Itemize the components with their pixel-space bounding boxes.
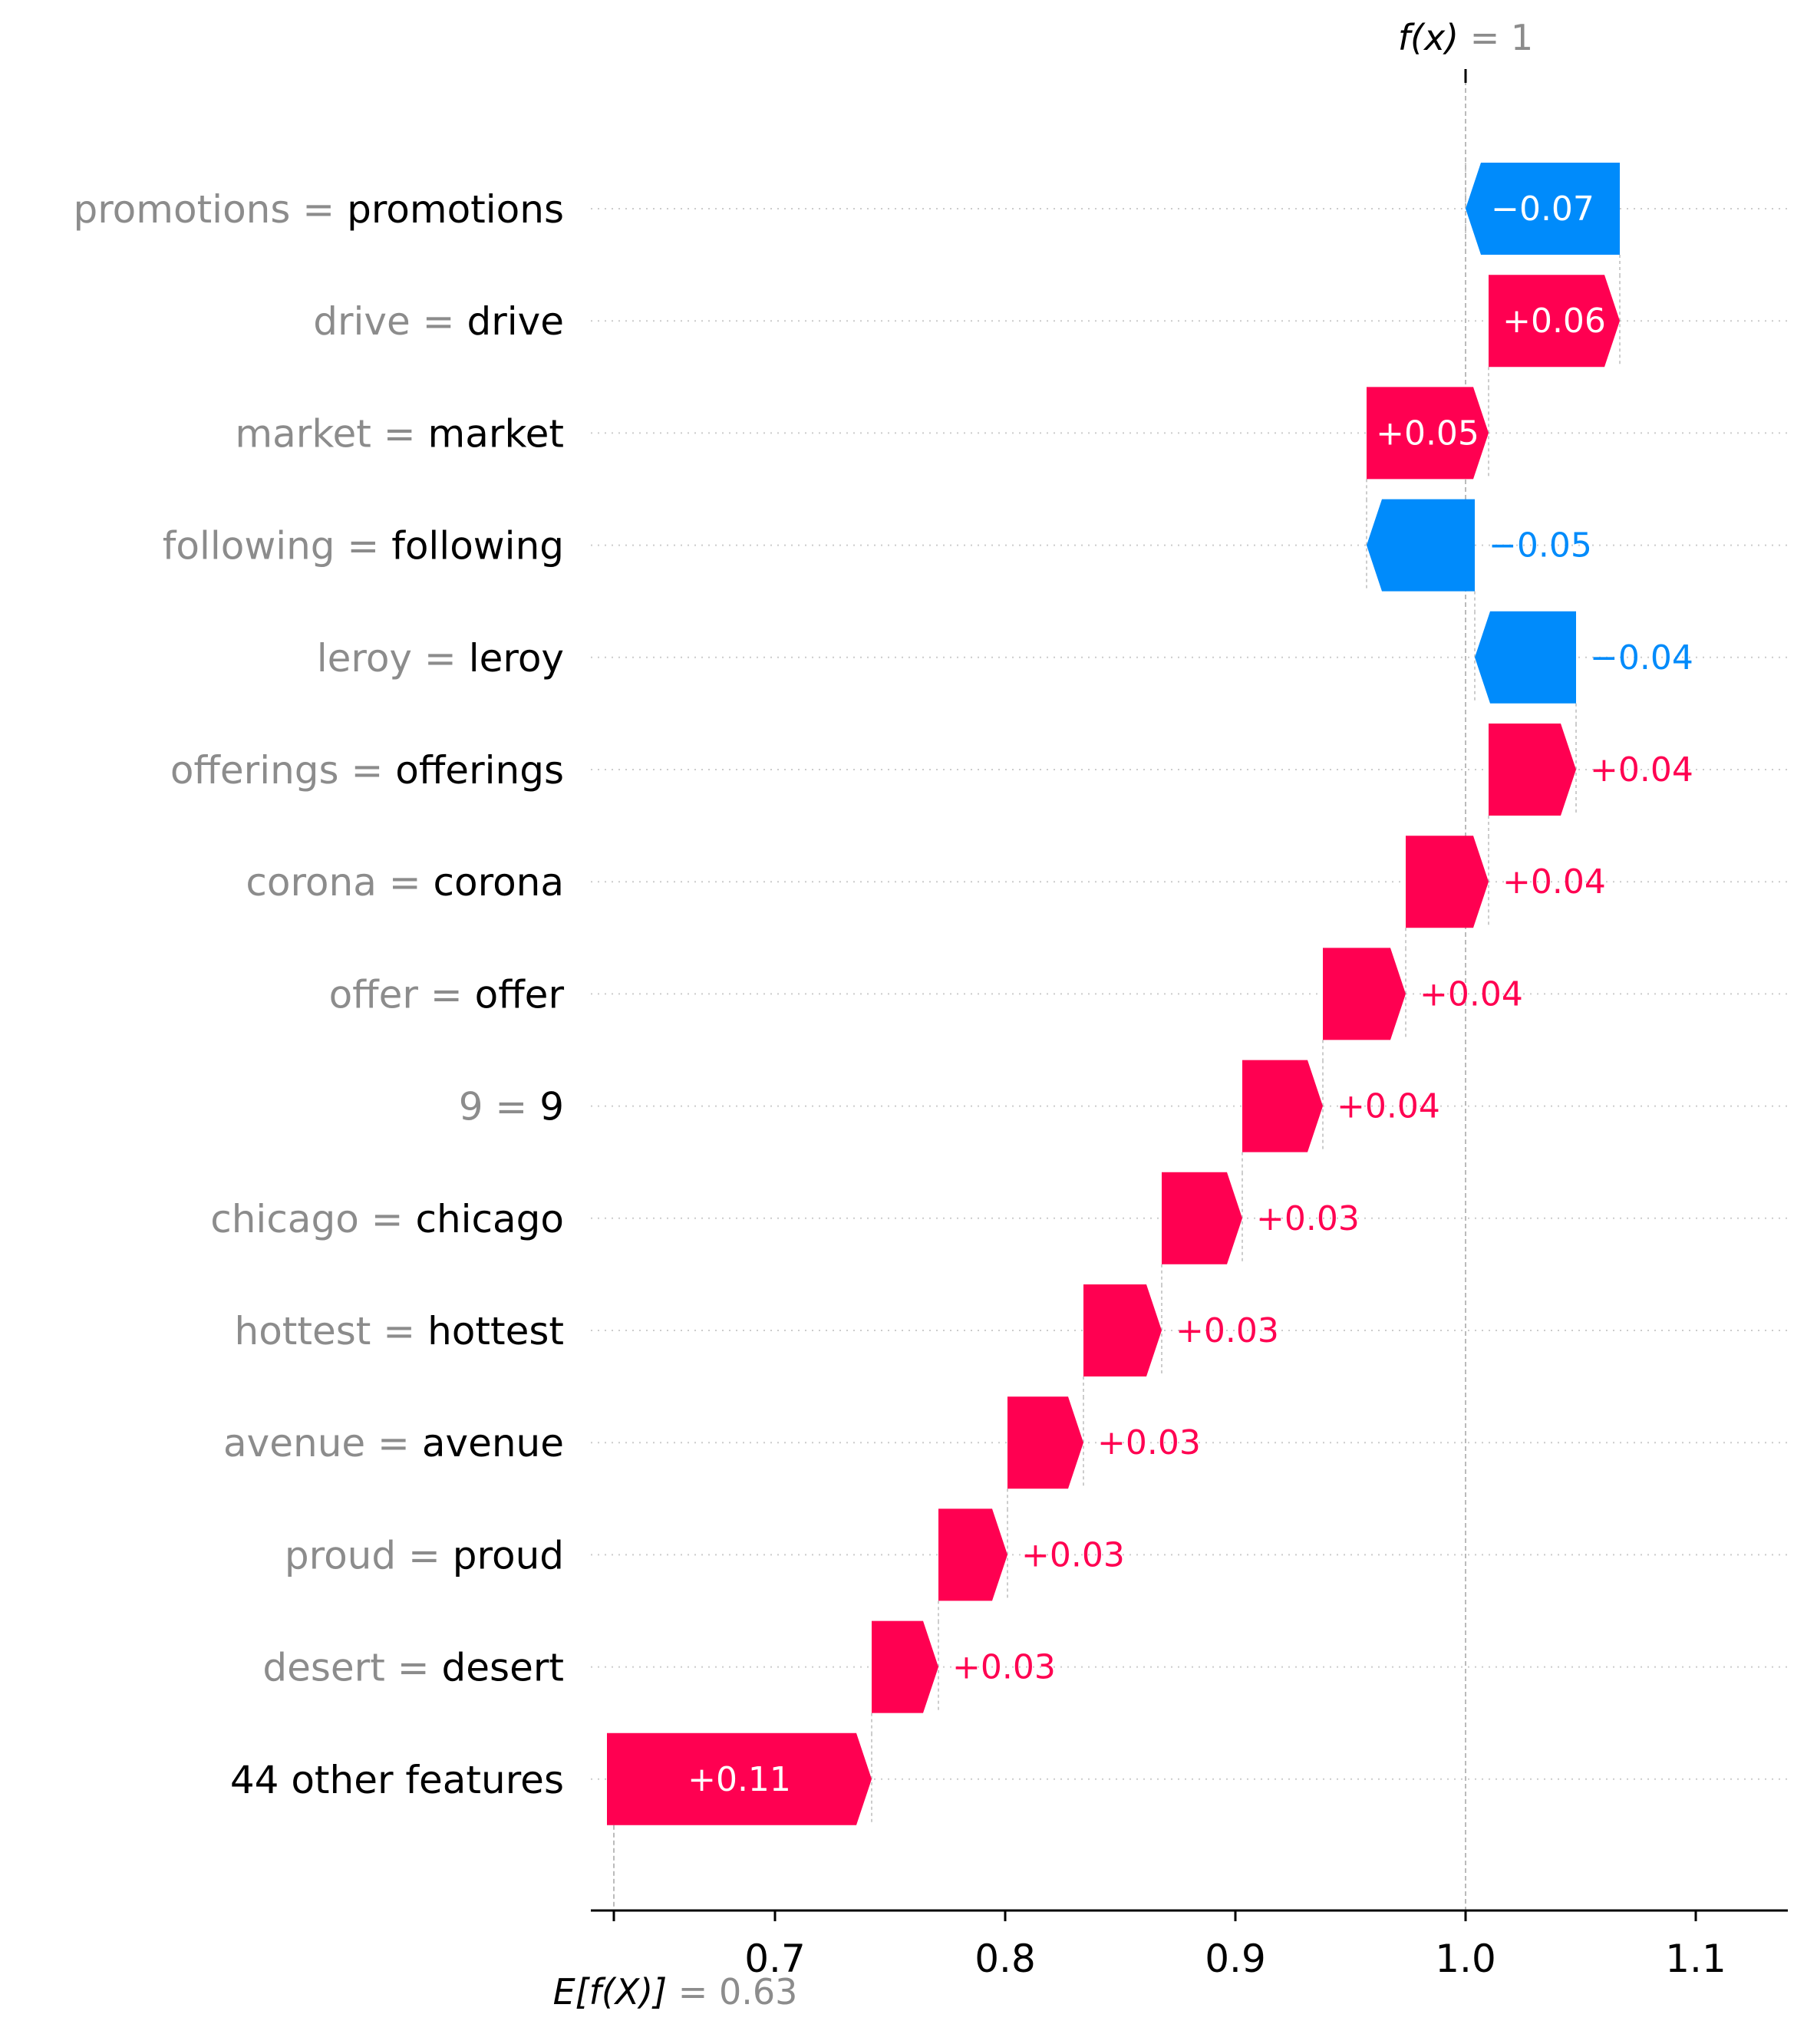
feature-name: desert = (262, 1646, 441, 1690)
feature-value: following (391, 524, 564, 569)
feature-name: leroy = (317, 636, 469, 681)
bar-offerings (1489, 724, 1576, 816)
feature-value: offer (475, 972, 565, 1017)
bar-promotions (1466, 163, 1620, 255)
feature-name: offer = (329, 972, 475, 1017)
feature-label: leroy = leroy (317, 636, 564, 681)
feature-name: following = (163, 524, 391, 569)
x-tick-label: 1.1 (1665, 1937, 1726, 1981)
bar-value-label: +0.03 (1256, 1199, 1360, 1238)
feature-value: drive (467, 299, 564, 344)
bar-value-label: +0.11 (688, 1760, 791, 1799)
feature-name: corona = (246, 860, 433, 905)
bar-corona (1406, 836, 1489, 928)
bar-value-label: +0.03 (1176, 1311, 1279, 1350)
feature-label: avenue = avenue (223, 1421, 564, 1465)
bar-44-other-features (607, 1732, 872, 1825)
base-value-annotation: E[f(X)] = 0.63 (553, 1971, 798, 2013)
bar-offer (1323, 948, 1406, 1040)
feature-label: hottest = hottest (235, 1309, 565, 1353)
feature-name: 9 = (459, 1085, 540, 1129)
bar-value-label: +0.03 (952, 1648, 1056, 1687)
bar-9 (1242, 1060, 1323, 1152)
x-tick-label: 0.7 (744, 1937, 806, 1981)
fx-annotation: f(x) = 1 (1398, 17, 1533, 83)
x-tick-label: 1.0 (1435, 1937, 1496, 1981)
feature-name: proud = (285, 1533, 453, 1578)
feature-value: corona (434, 860, 564, 905)
feature-name: offerings = (170, 748, 395, 793)
bar-drive (1489, 275, 1620, 368)
feature-label: 44 other features (230, 1758, 564, 1802)
efx-label: E[f(X)] = 0.63 (553, 1971, 798, 2013)
feature-label: offerings = offerings (170, 748, 564, 793)
feature-value: leroy (469, 636, 564, 681)
feature-name: promotions = (73, 187, 347, 232)
feature-label: market = market (235, 411, 564, 456)
bar-value-label: +0.04 (1337, 1087, 1440, 1126)
feature-label: 9 = 9 (459, 1085, 564, 1129)
bar-value-label: +0.03 (1097, 1423, 1201, 1462)
bar-leroy (1475, 611, 1576, 704)
bar-value-label: +0.04 (1502, 862, 1606, 902)
feature-name: avenue = (223, 1421, 422, 1465)
bar-value-label: −0.07 (1491, 190, 1594, 229)
bar-following (1367, 499, 1475, 592)
bar-avenue (1007, 1396, 1083, 1489)
feature-bars: −0.07 +0.06 +0.05 −0.05 −0.04 +0.04 +0.04 +0.04… (607, 163, 1693, 1825)
feature-value: market (428, 411, 564, 456)
feature-name: drive = (313, 299, 467, 344)
bar-value-label: +0.03 (1021, 1535, 1125, 1574)
feature-label: chicago = chicago (210, 1197, 564, 1241)
feature-name: hottest = (235, 1309, 428, 1353)
fx-label: f(x) = 1 (1398, 17, 1533, 58)
bar-value-label: +0.05 (1376, 414, 1479, 453)
feature-value: proud (453, 1533, 564, 1578)
efx-eq: = 0.63 (678, 1971, 798, 2013)
feature-value: promotions (347, 187, 564, 232)
fx-eq: = 1 (1470, 17, 1533, 58)
feature-label: following = following (163, 524, 564, 569)
row-gridlines (591, 208, 1788, 1780)
efx-name: E[f(X)] (553, 1971, 678, 2013)
bar-value-label: +0.04 (1420, 974, 1523, 1014)
bar-desert (872, 1620, 938, 1713)
bar-chicago (1162, 1172, 1242, 1264)
feature-value: 9 (539, 1085, 564, 1129)
feature-label: desert = desert (262, 1646, 564, 1690)
bar-value-label: −0.05 (1489, 526, 1592, 565)
feature-name: chicago = (210, 1197, 415, 1241)
x-tick-label: 0.9 (1205, 1937, 1266, 1981)
feature-label: drive = drive (313, 299, 564, 344)
feature-value: hottest (427, 1309, 564, 1353)
bar-hottest (1083, 1284, 1162, 1376)
feature-label-text: 44 other features (230, 1758, 564, 1802)
feature-value: offerings (395, 748, 564, 793)
feature-name: market = (235, 411, 427, 456)
feature-labels: promotions = promotions drive = drive mark… (73, 187, 564, 1802)
feature-value: avenue (422, 1421, 564, 1465)
feature-label: corona = corona (246, 860, 564, 905)
bar-market (1367, 387, 1489, 480)
bar-proud (938, 1508, 1007, 1601)
feature-label: proud = proud (285, 1533, 564, 1578)
feature-label: promotions = promotions (73, 187, 564, 232)
bar-value-label: −0.04 (1590, 638, 1693, 677)
x-axis: 0.7 0.8 0.9 1.0 1.1 (591, 1909, 1788, 1981)
feature-value: desert (442, 1646, 564, 1690)
x-tick-label: 0.8 (974, 1937, 1036, 1981)
fx-name: f(x) (1398, 17, 1470, 58)
feature-value: chicago (415, 1197, 564, 1241)
bar-value-label: +0.04 (1590, 750, 1693, 790)
feature-label: offer = offer (329, 972, 565, 1017)
bar-value-label: +0.06 (1502, 302, 1606, 341)
